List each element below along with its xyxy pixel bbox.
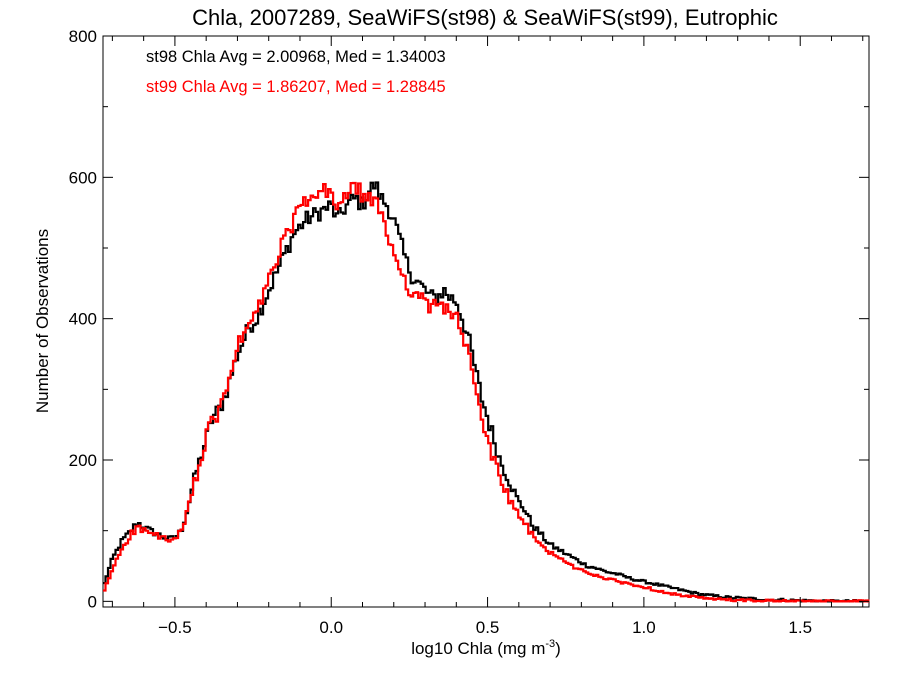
series-layer (103, 181, 870, 603)
x-tick-label: 0.5 (476, 618, 500, 637)
y-axis-label: Number of Observations (33, 229, 52, 413)
annotation-st99: st99 Chla Avg = 1.86207, Med = 1.28845 (146, 78, 446, 96)
x-axis-label-superscript: -3 (545, 638, 555, 650)
x-axis-label-close: ) (555, 639, 561, 658)
x-axis-label-text: log10 Chla (mg m (411, 639, 545, 658)
histogram-series-0 (103, 181, 870, 603)
y-tick-label: 0 (88, 592, 97, 611)
y-tick-label: 600 (69, 168, 97, 187)
y-tick-label: 400 (69, 310, 97, 329)
x-tick-label: 1.0 (632, 618, 656, 637)
y-tick-label: 800 (69, 27, 97, 46)
x-tick-label: 0.0 (319, 618, 343, 637)
x-tick-label: −0.5 (158, 618, 192, 637)
x-axis-label: log10 Chla (mg m-3) (411, 638, 561, 658)
annotation-st98: st98 Chla Avg = 2.00968, Med = 1.34003 (146, 48, 446, 66)
plot-frame (102, 35, 870, 608)
y-tick-label: 200 (69, 451, 97, 470)
ticks-layer: −0.5 0.0 0.5 1.0 1.5 0 200 400 600 800 (69, 27, 869, 637)
histogram-series-1 (103, 181, 870, 603)
chart-title: Chla, 2007289, SeaWiFS(st98) & SeaWiFS(s… (192, 5, 778, 30)
x-tick-label: 1.5 (788, 618, 812, 637)
